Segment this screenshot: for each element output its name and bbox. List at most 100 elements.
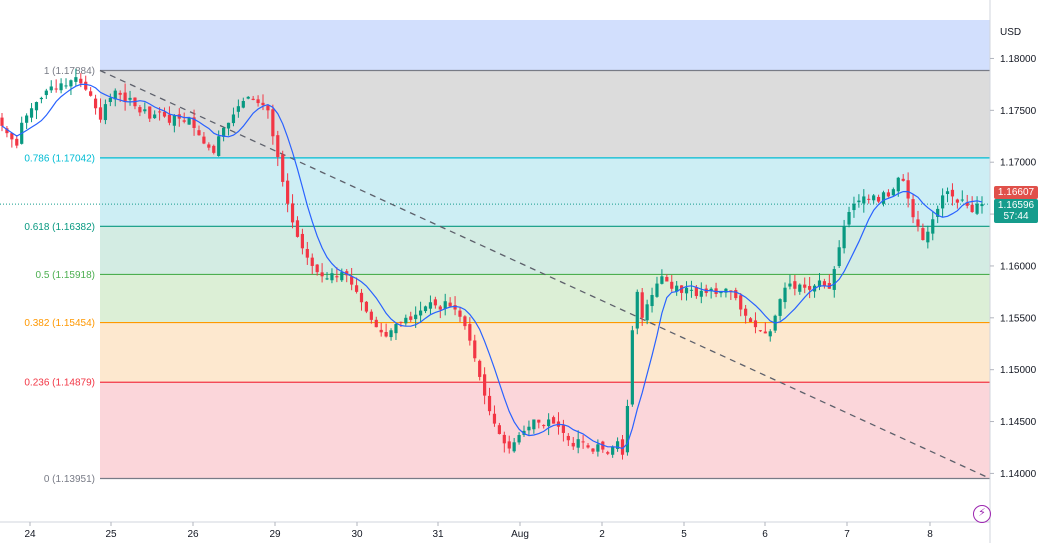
candle-body xyxy=(443,301,447,309)
fib-label-1: 0.786 (1.17042) xyxy=(24,153,95,164)
candle-body xyxy=(975,203,979,214)
y-tick-label: 1.14500 xyxy=(1000,417,1037,428)
y-tick-label: 1.15000 xyxy=(1000,365,1037,376)
x-tick-label: 24 xyxy=(24,529,36,540)
candle-body xyxy=(448,302,452,307)
candle-body xyxy=(906,180,910,199)
candle-body xyxy=(980,204,984,207)
candle-body xyxy=(359,292,364,303)
lightning-icon[interactable]: ⚡ xyxy=(973,505,991,523)
fib-label-2: 0.618 (1.16382) xyxy=(24,222,95,233)
candle-body xyxy=(44,90,48,96)
candle-body xyxy=(93,98,98,109)
candle-body xyxy=(197,130,201,136)
candle-body xyxy=(611,446,615,455)
candle-body xyxy=(103,104,108,121)
candle-body xyxy=(271,109,275,137)
candle-body xyxy=(655,283,659,297)
candle-body xyxy=(394,324,398,334)
candle-body xyxy=(970,204,974,212)
candle-body xyxy=(389,330,393,338)
candle-body xyxy=(744,308,748,316)
candle-body xyxy=(0,117,4,126)
candle-body xyxy=(69,80,73,87)
candle-body xyxy=(581,441,585,443)
y-tick-label: 1.18000 xyxy=(1000,54,1037,65)
candles xyxy=(0,68,984,460)
candle-body xyxy=(798,284,802,292)
candle-body xyxy=(763,331,767,334)
x-tick-label: 29 xyxy=(269,529,281,540)
candle-body xyxy=(822,281,827,286)
candle-body xyxy=(113,90,117,100)
candle-body xyxy=(192,117,196,128)
candle-body xyxy=(89,91,93,96)
candle-body xyxy=(364,301,369,312)
candle-body xyxy=(276,135,280,158)
candle-body xyxy=(561,425,566,433)
candle-body xyxy=(635,291,639,329)
candle-body xyxy=(758,330,762,332)
candle-body xyxy=(369,311,373,320)
candle-body xyxy=(876,196,881,202)
candle-body xyxy=(290,203,295,223)
candle-body xyxy=(640,292,644,318)
candle-body xyxy=(10,133,14,140)
candle-body xyxy=(320,272,324,277)
candle-body xyxy=(315,264,319,273)
candle-body xyxy=(832,269,836,290)
candle-body xyxy=(217,136,221,156)
candle-body xyxy=(921,228,925,241)
candle-body xyxy=(842,226,846,249)
candle-body xyxy=(286,180,290,204)
candle-body xyxy=(157,111,162,113)
zone-1 xyxy=(100,157,990,227)
candle-body xyxy=(172,115,176,126)
candle-body xyxy=(571,442,575,447)
zone-4 xyxy=(100,322,990,383)
candle-body xyxy=(473,340,477,359)
candle-body xyxy=(399,321,403,323)
candle-body xyxy=(468,324,472,341)
candle-body xyxy=(423,306,428,312)
zone-2 xyxy=(100,226,990,275)
candle-body xyxy=(64,85,68,87)
candle-body xyxy=(945,191,950,195)
currency-label: USD xyxy=(1000,27,1022,38)
candle-body xyxy=(167,114,172,123)
candle-body xyxy=(615,441,620,449)
x-tick-label: 31 xyxy=(432,529,444,540)
candle-body xyxy=(630,330,634,405)
candle-body xyxy=(241,100,245,108)
candle-body xyxy=(817,280,822,287)
candle-body xyxy=(54,88,58,90)
candle-body xyxy=(59,83,63,91)
candle-body xyxy=(748,318,753,322)
candle-body xyxy=(803,284,807,288)
candle-body xyxy=(182,120,186,122)
candle-body xyxy=(537,419,541,423)
candle-body xyxy=(502,434,506,444)
fib-levels: 1 (1.17884) 0.786 (1.17042) 0.618 (1.16382… xyxy=(0,66,990,485)
candle-body xyxy=(74,77,78,82)
candle-body xyxy=(414,314,418,320)
candle-body xyxy=(487,395,492,412)
candle-body xyxy=(261,102,265,106)
candle-body xyxy=(354,285,359,292)
candle-body xyxy=(926,231,930,243)
candle-body xyxy=(699,290,703,297)
candle-body xyxy=(207,144,211,148)
candle-body xyxy=(300,233,305,249)
candle-body xyxy=(236,106,240,112)
candle-body xyxy=(305,248,309,258)
candle-body xyxy=(694,287,698,297)
y-tick-label: 1.17500 xyxy=(1000,106,1037,117)
candle-body xyxy=(724,288,728,293)
x-tick-label: 8 xyxy=(927,529,933,540)
candle-body xyxy=(788,283,792,287)
candle-body xyxy=(148,106,152,119)
candle-body xyxy=(350,276,354,285)
candle-body xyxy=(606,452,610,454)
